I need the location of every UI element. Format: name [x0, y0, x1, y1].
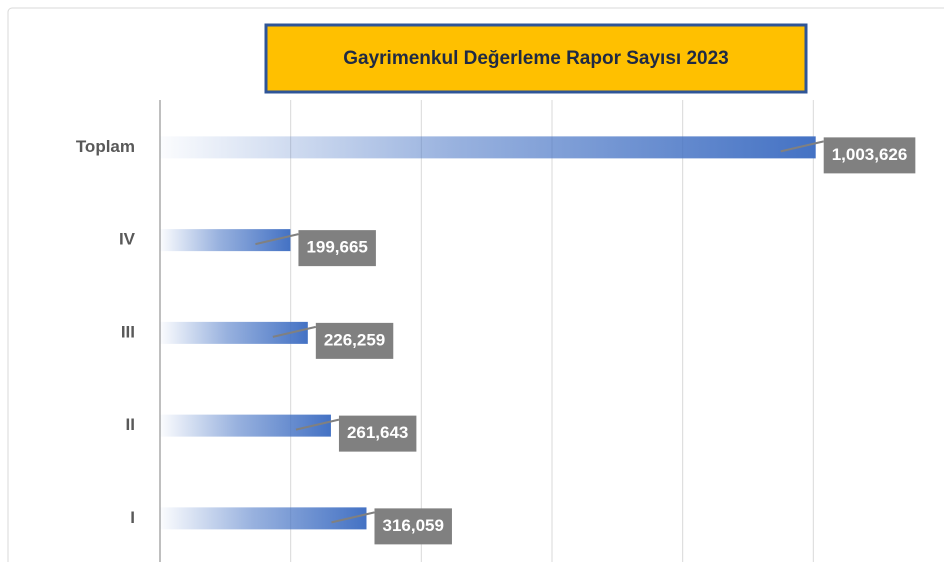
bar	[160, 136, 816, 159]
data-label-box	[338, 415, 417, 452]
data-label-box	[315, 322, 394, 359]
leader-line	[255, 233, 299, 246]
data-label: 1,003,626	[832, 145, 908, 164]
chart-title: Gayrimenkul Değerleme Rapor Sayısı 2023	[343, 48, 728, 69]
bar	[160, 507, 367, 530]
data-label: 199,665	[306, 238, 367, 257]
data-label-box	[823, 137, 916, 174]
y-tick-label: Toplam	[76, 137, 135, 156]
leader-line	[331, 511, 375, 524]
y-tick-label: I	[130, 508, 135, 527]
y-tick-label: IV	[119, 230, 136, 249]
bar	[160, 229, 291, 252]
leader-line	[295, 418, 340, 431]
y-tick-label: III	[121, 322, 135, 341]
data-label: 261,643	[347, 423, 408, 442]
data-label-box	[374, 508, 452, 545]
bar	[160, 414, 331, 437]
plot: Toplam 1,003,626 IV 199,665 III 226,259 II 261,…	[76, 100, 916, 562]
data-label: 316,059	[382, 516, 443, 535]
leader-line	[272, 325, 317, 338]
data-label: 226,259	[324, 330, 385, 349]
y-tick-label: II	[126, 415, 135, 434]
bar	[160, 321, 308, 344]
data-label-box	[298, 230, 376, 267]
title-box	[264, 23, 808, 94]
leader-line	[780, 140, 824, 153]
